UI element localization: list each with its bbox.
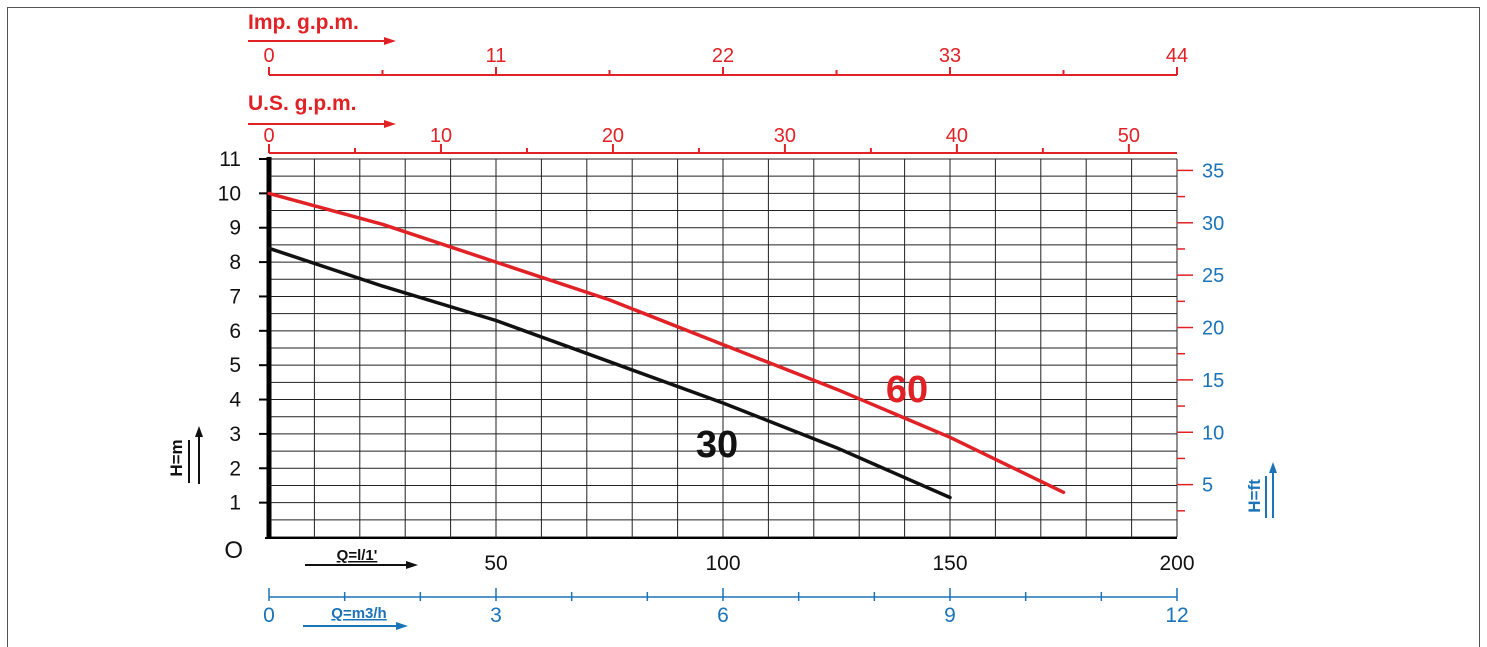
x-tick-label: 100 [705, 552, 740, 575]
imp-tick-label: 0 [263, 45, 274, 67]
ft-tick-label: 20 [1202, 318, 1224, 340]
y-tick-label: 2 [229, 457, 241, 480]
q-m3h-arrow-head [396, 622, 408, 630]
series-label-30: 30 [696, 424, 738, 466]
h-ft-label: H=ft [1245, 479, 1264, 513]
us-tick-label: 0 [263, 125, 274, 147]
m3h-tick-label: 3 [490, 604, 502, 627]
ft-tick-label: 35 [1202, 160, 1224, 182]
y-tick-label: 6 [229, 320, 241, 343]
q-lmin-arrow-head [406, 561, 418, 569]
series-line-60 [267, 191, 1066, 495]
y-tick-label: 9 [229, 217, 241, 240]
ft-tick-label: 25 [1202, 265, 1224, 287]
us-tick-label: 30 [774, 125, 796, 147]
h-m-label: H=m [167, 439, 186, 476]
ft-tick-label: 10 [1202, 422, 1224, 444]
y-tick-label: 3 [229, 423, 241, 446]
us-tick-label: 50 [1118, 125, 1140, 147]
us-tick-label: 20 [602, 125, 624, 147]
m3h-tick-label: 0 [263, 604, 275, 627]
ft-tick-label: 5 [1202, 475, 1213, 497]
h-m-arrow-head [195, 426, 203, 437]
series-label-60: 60 [886, 369, 928, 411]
imp-tick-label: 44 [1166, 45, 1188, 67]
y-tick-label: 7 [229, 285, 241, 308]
imp-tick-label: 22 [712, 45, 734, 67]
y-tick-label: 1 [229, 492, 241, 515]
imp-gpm-label: Imp. g.p.m. [248, 11, 359, 34]
y-tick-label: 5 [229, 354, 241, 377]
y-tick-label: 4 [229, 389, 241, 412]
x-tick-label: 150 [932, 552, 967, 575]
y-tick-label: 8 [229, 251, 241, 274]
us-tick-label: 40 [946, 125, 968, 147]
x-tick-label: 200 [1159, 552, 1194, 575]
m3h-tick-label: 12 [1165, 604, 1188, 627]
series-line-30 [267, 246, 952, 500]
imp-tick-label: 33 [939, 45, 961, 67]
y-tick-label: 10 [218, 182, 241, 205]
us-gpm-label: U.S. g.p.m. [248, 92, 357, 115]
y-tick-label: 11 [219, 148, 241, 171]
imp-gpm-arrow-head [384, 37, 396, 45]
ft-tick-label: 30 [1202, 213, 1224, 235]
q-lmin-label: Q=l/1' [337, 547, 378, 564]
imp-tick-label: 11 [486, 45, 507, 67]
us-gpm-arrow-head [384, 120, 396, 128]
m3h-tick-label: 9 [944, 604, 956, 627]
h-ft-arrow-head [1269, 462, 1277, 473]
y-zero-label: O [224, 537, 243, 564]
x-tick-label: 50 [484, 552, 507, 575]
ft-tick-label: 15 [1202, 370, 1224, 392]
m3h-tick-label: 6 [717, 604, 729, 627]
us-tick-label: 10 [430, 125, 452, 147]
chart-frame [7, 7, 1480, 647]
q-m3h-label: Q=m3/h [331, 605, 386, 622]
